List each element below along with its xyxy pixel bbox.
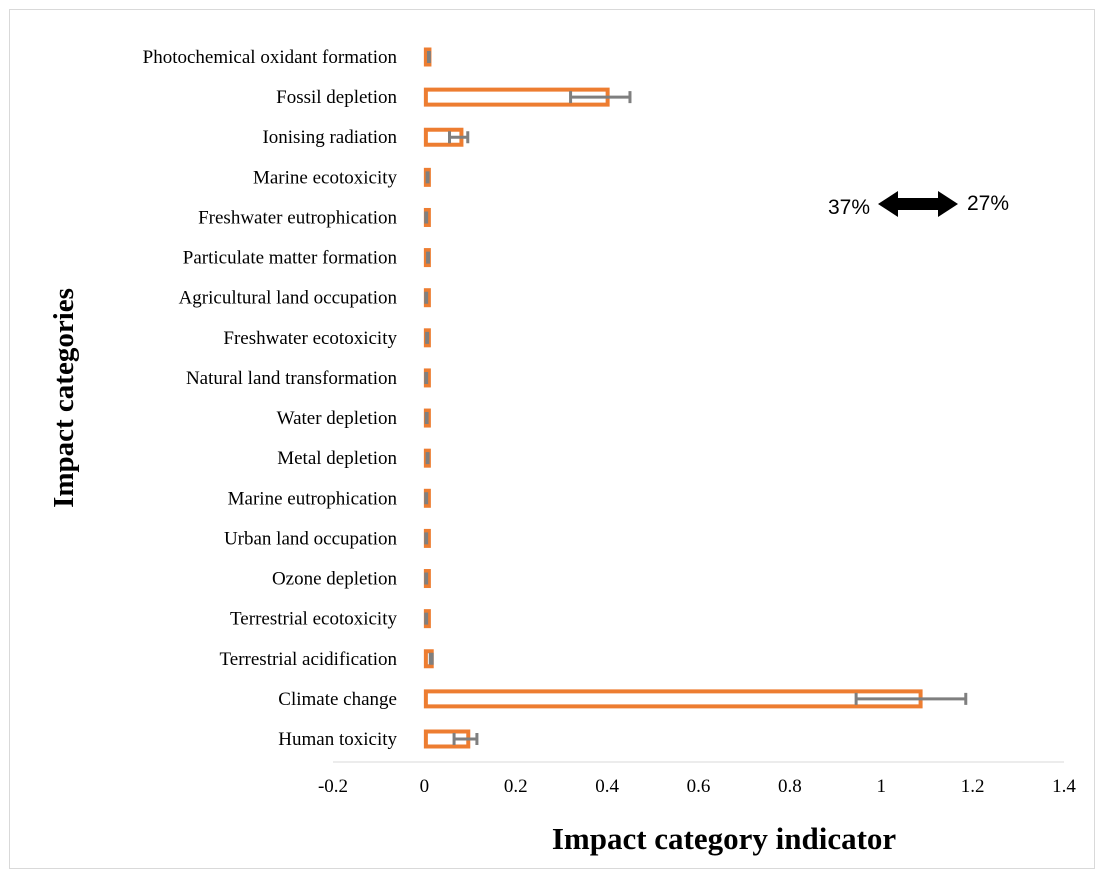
category-label: Marine eutrophication	[228, 488, 398, 509]
x-tick-label: -0.2	[318, 776, 348, 797]
double-arrow-icon	[878, 191, 958, 217]
error-bar	[424, 412, 429, 425]
annotation-right-text: 27%	[967, 192, 1009, 215]
category-label: Human toxicity	[278, 729, 397, 750]
category-label: Terrestrial ecotoxicity	[230, 609, 397, 630]
x-tick-label: 0	[420, 776, 430, 797]
y-axis-title: Impact categories	[48, 288, 80, 508]
error-bar	[426, 251, 430, 264]
category-label: Agricultural land occupation	[179, 288, 398, 309]
error-bar	[448, 131, 470, 144]
bar	[423, 689, 923, 709]
category-label: Ozone depletion	[272, 569, 398, 590]
x-tick-labels: -0.2 0 0.2 0.4 0.6 0.8 1 1.2 1.4	[318, 776, 1076, 797]
x-tick-label: 0.8	[778, 776, 802, 797]
x-axis-title: Impact category indicator	[552, 821, 897, 856]
error-bar	[424, 492, 429, 505]
x-tick-label: 1	[877, 776, 887, 797]
category-label: Water depletion	[277, 408, 398, 429]
category-label: Freshwater ecotoxicity	[223, 328, 397, 349]
error-bar	[428, 652, 434, 665]
x-tick-label: 0.2	[504, 776, 528, 797]
error-bar	[424, 572, 429, 585]
category-label: Freshwater eutrophication	[198, 207, 397, 228]
category-label: Fossil depletion	[276, 87, 397, 108]
category-labels: Human toxicity Climate change Terrestrial …	[143, 47, 398, 750]
error-bar	[424, 532, 429, 545]
annotation-left-text: 37%	[828, 196, 870, 219]
error-bar	[569, 91, 632, 104]
x-tick-label: 1.2	[961, 776, 985, 797]
error-bar	[425, 331, 430, 344]
error-bar	[452, 733, 479, 745]
x-tick-label: 1.4	[1052, 776, 1076, 797]
error-bar	[424, 211, 429, 224]
error-bar	[854, 692, 968, 705]
error-bar	[425, 171, 430, 184]
x-tick-label: 0.6	[687, 776, 711, 797]
x-tick-label: 0.4	[595, 776, 619, 797]
category-label: Metal depletion	[277, 448, 397, 469]
category-label: Natural land transformation	[186, 368, 398, 389]
chart-frame	[9, 9, 1095, 869]
error-bar	[425, 452, 430, 465]
category-label: Marine ecotoxicity	[253, 167, 398, 188]
error-bar	[424, 612, 429, 625]
error-bar	[424, 291, 429, 304]
category-label: Climate change	[278, 689, 397, 710]
category-label: Urban land occupation	[224, 528, 398, 549]
category-label: Photochemical oxidant formation	[143, 47, 398, 68]
error-bars-group	[424, 51, 968, 745]
bars-group	[423, 47, 923, 749]
category-label: Terrestrial acidification	[220, 649, 398, 670]
category-label: Particulate matter formation	[183, 248, 398, 269]
category-label: Ionising radiation	[262, 127, 397, 148]
percentage-annotation: 37% 27%	[828, 191, 1009, 219]
error-bar	[426, 51, 431, 63]
error-bar	[424, 371, 429, 384]
